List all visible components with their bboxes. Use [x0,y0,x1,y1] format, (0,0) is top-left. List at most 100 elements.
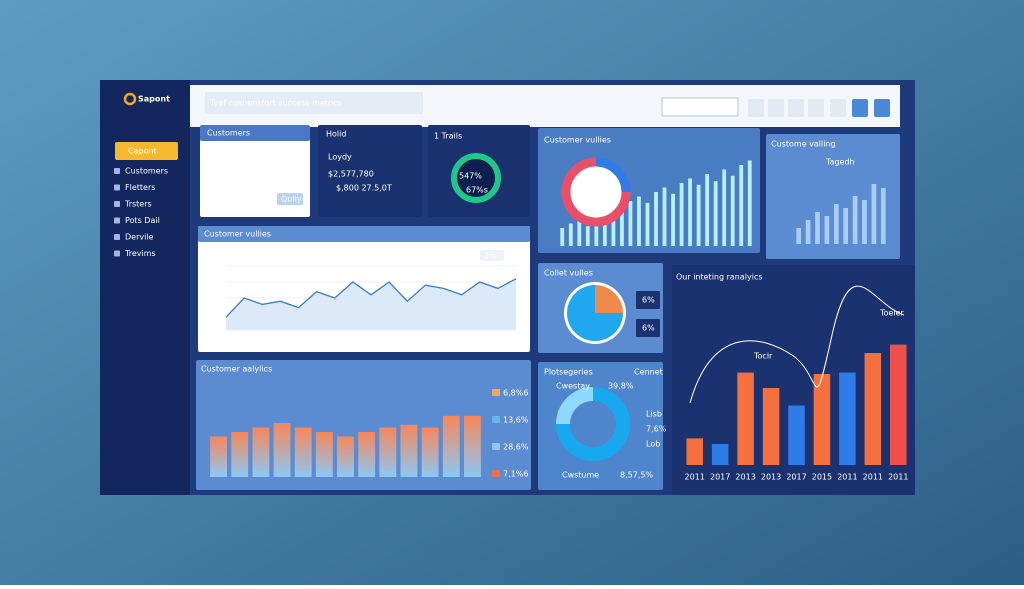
label: Tocir [753,352,773,361]
label: 7,1%6 [503,470,528,479]
label: Sapont [138,95,170,104]
bar [833,204,839,244]
bar [815,212,820,244]
bar [379,427,397,477]
label: Lob [646,440,660,449]
donut-seg [595,157,631,193]
label: Cwstume [562,471,599,480]
legend-swatch [492,470,500,477]
nav-icon [114,184,120,191]
toolbar-button[interactable] [748,99,764,117]
bar [619,211,624,246]
toolbar-button[interactable] [852,99,868,117]
bar [713,181,718,246]
panel-header [200,125,310,141]
bar [662,187,667,246]
donut-slice [556,387,594,425]
bar [560,228,565,246]
label: 2013 [761,473,781,482]
panel [766,134,900,259]
bar [602,210,607,246]
label[interactable]: Dervile [125,233,154,242]
bar [568,223,573,246]
label: 2013 [735,473,755,482]
bar [337,436,354,477]
area [226,278,516,330]
legend-box [636,291,660,309]
label: Lisb [646,410,662,419]
panel [538,362,663,490]
bar [711,444,729,465]
search-border [661,97,739,117]
label: Loydy [328,153,352,162]
label: Customers [207,129,250,138]
bar [421,427,439,477]
label: Tagedh [825,158,855,167]
bar [722,169,727,246]
bar [231,432,249,477]
bar [871,184,877,244]
bar [890,344,907,465]
bar [762,388,780,465]
label: 230 [427,336,442,345]
label[interactable]: Trevims [124,249,156,258]
bar [210,436,228,477]
label: 230 [329,336,344,345]
label: 150 [204,278,219,287]
label: 39,8% [608,382,634,391]
legend-swatch [492,443,500,450]
bar [637,196,641,246]
bar [737,372,754,465]
bar [671,193,675,246]
bar [358,432,376,477]
label: Cwestay [556,382,590,391]
label: 230 [500,336,515,345]
bar [611,205,616,246]
logo-icon [123,92,137,106]
nav-icon [114,217,120,224]
label: 0 [204,326,209,335]
search-box [662,98,738,116]
toolbar-button[interactable] [874,99,890,117]
bar [880,188,886,244]
label: 200 [204,262,219,271]
bar [843,208,849,244]
title-box [205,92,423,114]
bar [315,432,333,477]
label: Qully [281,195,302,204]
nav-icon [114,234,120,240]
label: 55378 [217,168,242,177]
label: $,800 27.5,0T [336,184,392,193]
label: 50 [204,310,214,319]
label[interactable]: Pots Dail [125,216,160,225]
toolbar-button[interactable] [830,99,846,117]
label: Custome valling [771,140,836,149]
donut-slice [556,387,630,461]
bar [273,423,291,477]
label[interactable]: Customers [125,167,168,176]
label[interactable]: Fletters [125,183,155,192]
label[interactable]: Trsters [124,200,152,209]
label: 6% [642,296,655,305]
label: 230 [230,336,245,345]
label: 230 [378,336,393,345]
bar [813,374,831,465]
bar [796,228,802,244]
toolbar-button[interactable] [788,99,804,117]
label: 2% [484,252,497,261]
label: Tyef cushensfort success metrics [209,99,342,108]
toolbar-button[interactable] [808,99,824,117]
label: Customer vullies [544,136,611,145]
bar [442,415,460,477]
bar [747,160,752,246]
pie-slice [567,285,623,341]
legend-swatch [492,389,500,396]
kpi-button[interactable] [277,193,303,205]
pie-slice [595,285,623,313]
label: 2015 [812,473,832,482]
label: 230 [255,336,270,345]
toolbar-button[interactable] [768,99,784,117]
label[interactable]: Capont [128,147,157,156]
bar [252,427,270,477]
label: 230 [304,336,319,345]
